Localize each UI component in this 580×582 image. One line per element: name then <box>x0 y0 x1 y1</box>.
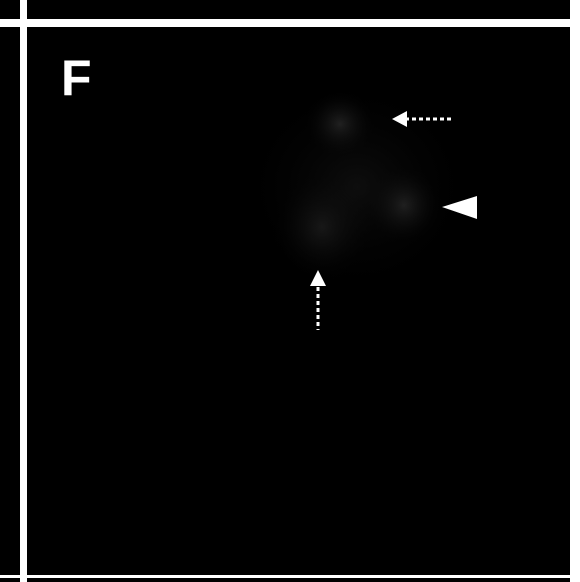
dotted-arrow-up-icon <box>310 270 326 330</box>
arrowhead-left-icon <box>442 196 477 219</box>
panel-bottom-fragment <box>27 578 570 582</box>
micrograph-image <box>237 77 477 330</box>
panel-f: F <box>27 27 570 575</box>
dotted-arrow-left-icon <box>392 111 451 127</box>
panel-top-fragment <box>27 0 570 19</box>
panel-left-fragment <box>0 27 20 575</box>
signal-haze <box>237 77 477 297</box>
panel-bottom-left-fragment <box>0 578 20 582</box>
panel-label: F <box>61 50 92 106</box>
panel-top-left-fragment <box>0 0 20 19</box>
